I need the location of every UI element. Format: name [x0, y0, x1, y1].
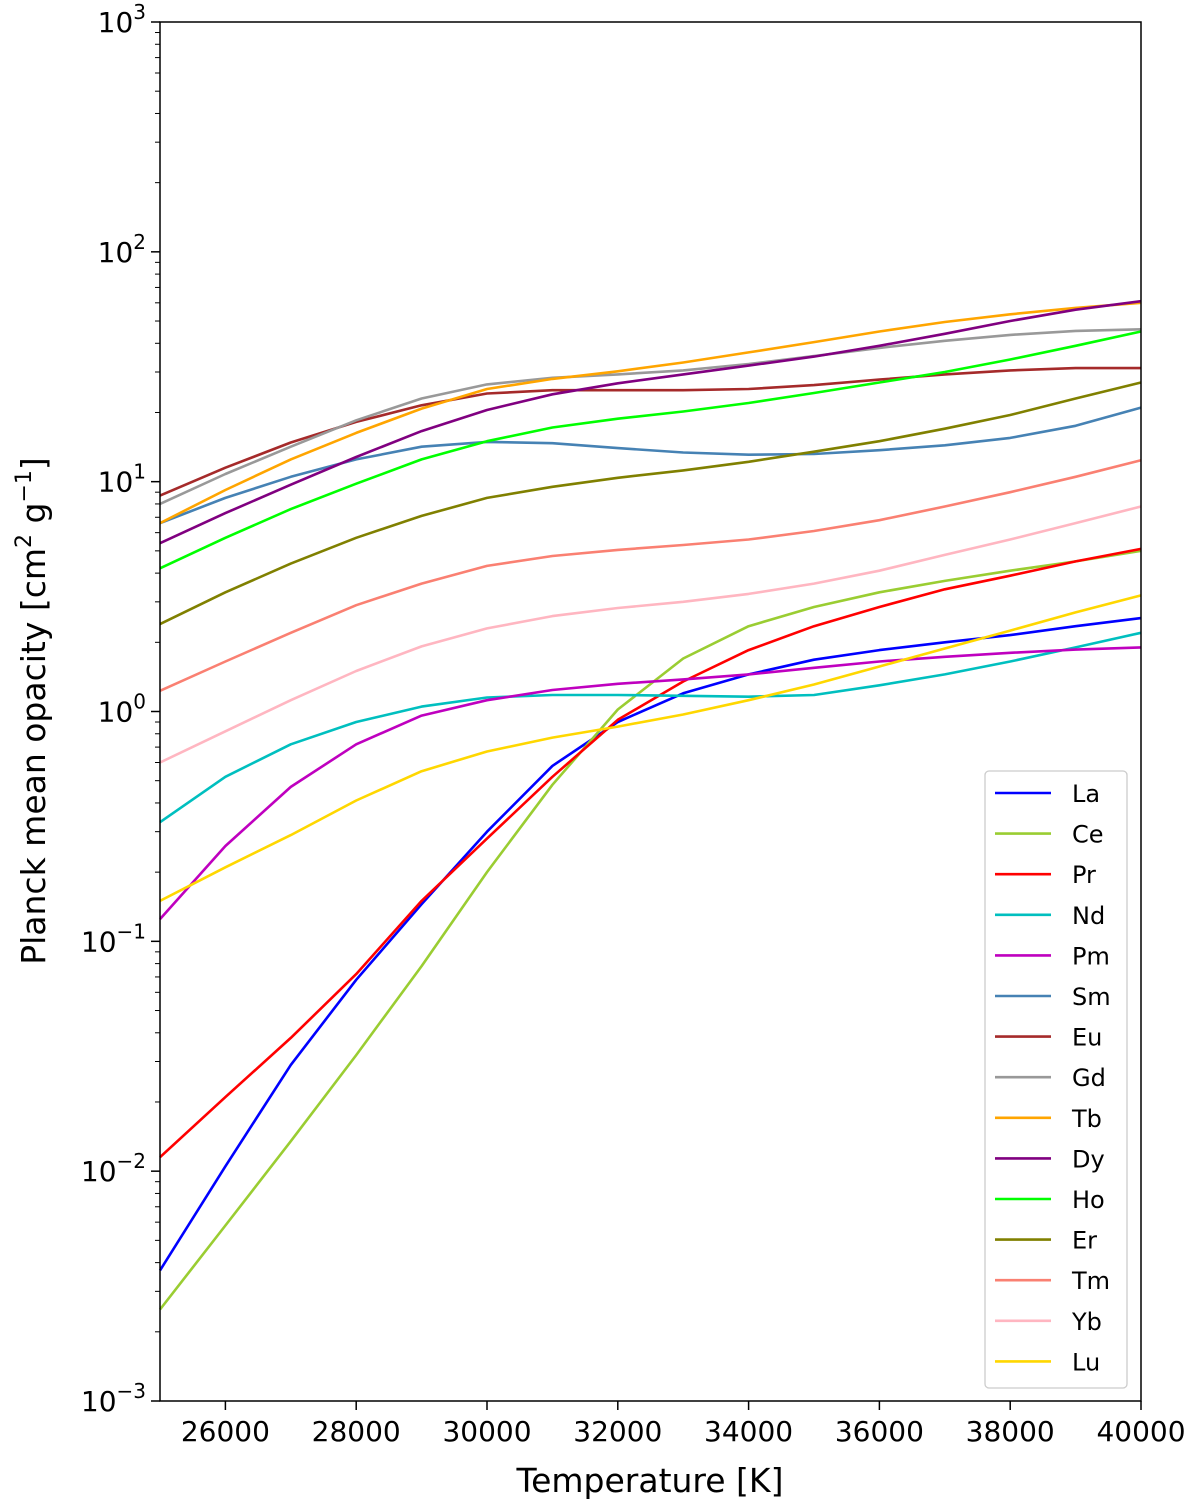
- x-tick-label: 30000: [442, 1415, 531, 1448]
- x-tick-label: 36000: [835, 1415, 924, 1448]
- legend-label-eu: Eu: [1072, 1024, 1102, 1052]
- y-tick-label: 100: [98, 690, 146, 729]
- series-line-ce: [158, 549, 1142, 1311]
- legend-label-er: Er: [1072, 1227, 1097, 1255]
- legend-label-lu: Lu: [1072, 1348, 1100, 1376]
- series-line-er: [159, 381, 1142, 626]
- legend-label-nd: Nd: [1072, 902, 1105, 930]
- legend: La Ce Pr Nd Pm Sm Eu Gd Tb Dy Ho Er Tm Yb Lu: [984, 770, 1128, 1389]
- legend-box: [984, 770, 1128, 1389]
- legend-label-tb: Tb: [1071, 1105, 1102, 1133]
- series-line-nd: [159, 631, 1142, 824]
- series-line-tb: [159, 301, 1142, 525]
- x-tick-label: 40000: [1096, 1415, 1185, 1448]
- series-line-pm: [159, 646, 1142, 920]
- legend-label-pr: Pr: [1072, 861, 1096, 889]
- y-tick-label: 10−3: [81, 1379, 146, 1418]
- legend-label-gd: Gd: [1072, 1064, 1106, 1092]
- y-tick-label: 103: [98, 0, 146, 39]
- series-line-tm: [159, 458, 1142, 692]
- y-tick-label: 101: [98, 460, 146, 499]
- x-tick-label: 34000: [704, 1415, 793, 1448]
- series-line-sm: [159, 406, 1142, 525]
- y-tick-label: 10−1: [81, 919, 146, 958]
- x-tick-label: 32000: [573, 1415, 662, 1448]
- legend-label-yb: Yb: [1071, 1308, 1102, 1336]
- legend-label-sm: Sm: [1072, 983, 1111, 1011]
- plot-area-frame: [159, 21, 1142, 1402]
- x-tick-label: 26000: [181, 1415, 270, 1448]
- series-line-ho: [159, 330, 1142, 570]
- series-line-pr: [159, 547, 1142, 1159]
- legend-label-la: La: [1072, 780, 1100, 808]
- legend-label-ce: Ce: [1072, 821, 1104, 849]
- y-tick-label: 102: [98, 230, 146, 269]
- y-tick-label: 10−2: [81, 1149, 146, 1188]
- series-line-yb: [159, 505, 1142, 764]
- series-line-lu: [159, 594, 1142, 903]
- y-axis-title: Planck mean opacity [cm2 g−1]: [12, 457, 53, 965]
- x-tick-label: 28000: [312, 1415, 401, 1448]
- series-line-gd: [159, 328, 1142, 506]
- series-lines: [158, 299, 1142, 1311]
- legend-label-dy: Dy: [1072, 1145, 1105, 1173]
- legend-label-pm: Pm: [1072, 942, 1110, 970]
- x-axis-title: Temperature [K]: [516, 1461, 784, 1500]
- axis-ticks: 26000 28000 30000 32000 34000 36000 38000 40000…: [81, 0, 1186, 1448]
- series-line-dy: [159, 299, 1142, 545]
- x-tick-label: 38000: [966, 1415, 1055, 1448]
- legend-label-ho: Ho: [1072, 1186, 1105, 1214]
- legend-label-tm: Tm: [1071, 1267, 1110, 1295]
